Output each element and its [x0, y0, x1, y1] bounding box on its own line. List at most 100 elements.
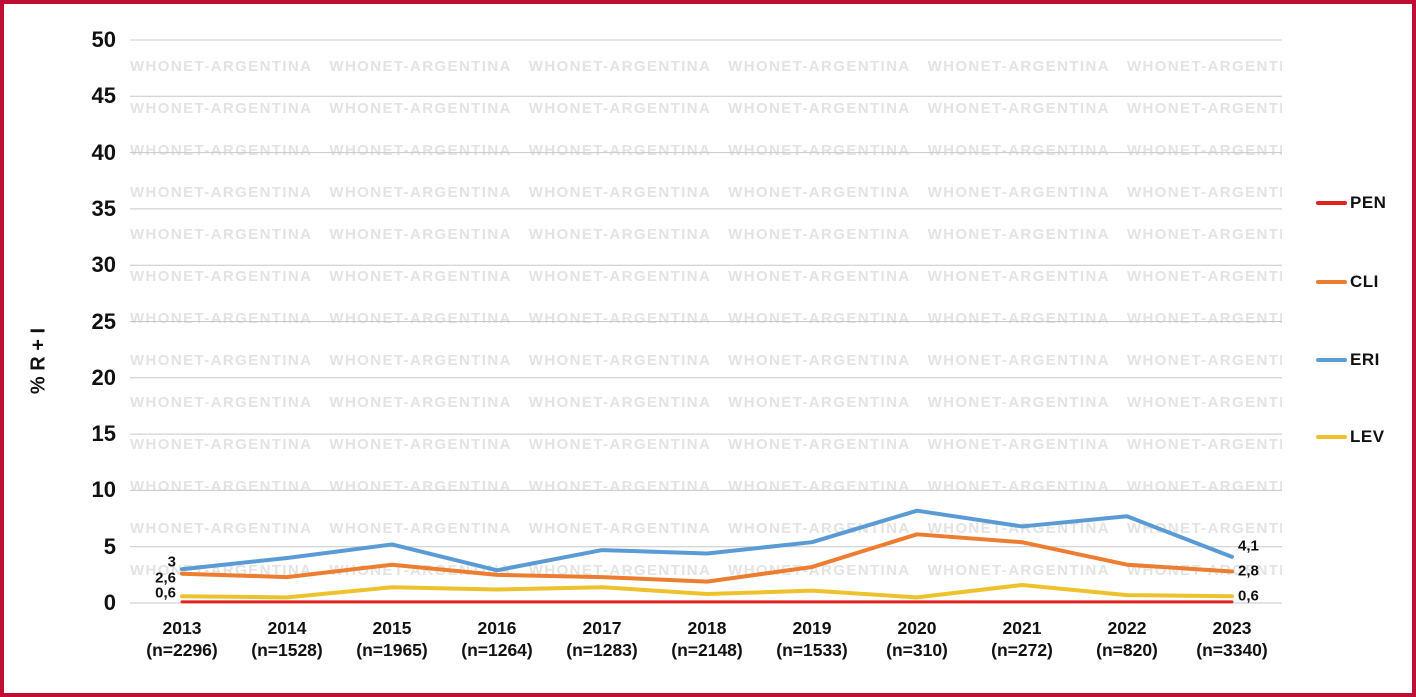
watermark-text: WHONET-ARGENTINA	[528, 394, 712, 411]
x-tick-label-2018: 2018 (n=2148)	[671, 617, 743, 661]
legend-line-swatch-CLI	[1316, 280, 1347, 284]
data-label-start-ERI: 3	[167, 553, 176, 571]
watermark-row: WHONET-ARGENTINA WHONET-ARGENTINA WHONET-A…	[130, 310, 1282, 327]
watermark-text: WHONET-ARGENTINA	[329, 520, 512, 537]
watermark-text: WHONET-ARGENTINA	[528, 58, 712, 75]
data-label-start-CLI: 2,6	[155, 569, 176, 587]
watermark-text: WHONET-ARGENTINA	[130, 142, 313, 159]
x-tick-label-2022: 2022 (n=820)	[1096, 617, 1158, 661]
legend-item-LEV: LEV	[1316, 427, 1385, 447]
year-label: 2017	[582, 618, 622, 638]
year-label: 2022	[1107, 618, 1147, 638]
year-label: 2016	[477, 618, 517, 638]
sample-size-label: (n=1528)	[251, 640, 323, 660]
watermark-row: WHONET-ARGENTINA WHONET-ARGENTINA WHONET-A…	[130, 352, 1282, 369]
year-label: 2021	[1002, 618, 1042, 638]
legend-line-swatch-ERI	[1316, 358, 1347, 362]
x-tick-label-2014: 2014 (n=1528)	[251, 617, 323, 661]
watermark-text: WHONET-ARGENTINA	[728, 58, 911, 75]
watermark-text: WHONET-ARGENTINA	[329, 436, 512, 453]
legend-line-swatch-LEV	[1316, 435, 1347, 439]
watermark-text: WHONET-ARGENTINA	[1126, 352, 1282, 369]
watermark-text: WHONET-ARGENTINA	[728, 352, 911, 369]
watermark-text: WHONET-ARGENTINA	[728, 184, 911, 201]
watermark-text: WHONET-ARGENTINA	[728, 562, 911, 579]
watermark-text: WHONET-ARGENTINA	[130, 58, 313, 75]
legend-item-ERI: ERI	[1316, 350, 1380, 370]
watermark-text: WHONET-ARGENTINA	[728, 100, 911, 117]
watermark-text: WHONET-ARGENTINA	[329, 142, 512, 159]
y-tick-label-15: 15	[91, 421, 116, 447]
y-tick-label-10: 10	[91, 477, 116, 503]
watermark-text: WHONET-ARGENTINA	[1126, 436, 1282, 453]
watermark-text: WHONET-ARGENTINA	[927, 142, 1110, 159]
legend-label-CLI: CLI	[1350, 272, 1379, 291]
watermark-text: WHONET-ARGENTINA	[130, 436, 313, 453]
legend-label-ERI: ERI	[1350, 350, 1380, 369]
watermark-text: WHONET-ARGENTINA	[728, 520, 911, 537]
sample-size-label: (n=2296)	[146, 640, 218, 660]
year-label: 2018	[687, 618, 727, 638]
watermark-text: WHONET-ARGENTINA	[728, 394, 911, 411]
y-tick-label-25: 25	[91, 308, 116, 334]
watermark-text: WHONET-ARGENTINA	[927, 58, 1110, 75]
series-line-ERI	[180, 508, 1234, 573]
year-label: 2019	[792, 618, 832, 638]
watermark-text: WHONET-ARGENTINA	[528, 184, 712, 201]
watermark-text: WHONET-ARGENTINA	[728, 142, 911, 159]
x-tick-label-2015: 2015 (n=1965)	[356, 617, 428, 661]
watermark-text: WHONET-ARGENTINA	[728, 268, 911, 285]
watermark-row: WHONET-ARGENTINA WHONET-ARGENTINA WHONET-A…	[130, 100, 1282, 117]
legend-item-PEN: PEN	[1316, 193, 1386, 213]
y-tick-label-30: 30	[91, 252, 116, 278]
legend-line-swatch-PEN	[1316, 201, 1347, 205]
x-tick-label-2019: 2019 (n=1533)	[776, 617, 848, 661]
watermark-text: WHONET-ARGENTINA	[1126, 394, 1282, 411]
sample-size-label: (n=2148)	[671, 640, 743, 660]
year-label: 2020	[897, 618, 937, 638]
watermark-text: WHONET-ARGENTINA	[329, 352, 512, 369]
watermark-text: WHONET-ARGENTINA	[329, 226, 512, 243]
watermark-text: WHONET-ARGENTINA	[130, 310, 313, 327]
sample-size-label: (n=272)	[991, 640, 1053, 660]
watermark-text: WHONET-ARGENTINA	[1126, 100, 1282, 117]
watermark-text: WHONET-ARGENTINA	[927, 394, 1110, 411]
data-label-end-LEV: 0,6	[1238, 587, 1259, 605]
watermark-row: WHONET-ARGENTINA WHONET-ARGENTINA WHONET-A…	[130, 268, 1282, 285]
x-tick-label-2023: 2023 (n=3340)	[1196, 617, 1268, 661]
watermark-text: WHONET-ARGENTINA	[728, 436, 911, 453]
watermark-row: WHONET-ARGENTINA WHONET-ARGENTINA WHONET-A…	[130, 394, 1282, 411]
y-tick-label-20: 20	[91, 364, 116, 390]
watermark-text: WHONET-ARGENTINA	[528, 268, 712, 285]
legend-label-PEN: PEN	[1350, 193, 1387, 212]
y-tick-label-50: 50	[91, 27, 116, 52]
watermark-text: WHONET-ARGENTINA	[927, 184, 1110, 201]
watermark-text: WHONET-ARGENTINA	[927, 268, 1110, 285]
y-tick-label-35: 35	[91, 195, 116, 221]
watermark-text: WHONET-ARGENTINA	[329, 58, 512, 75]
watermark-text: WHONET-ARGENTINA	[728, 226, 911, 243]
watermark-text: WHONET-ARGENTINA	[927, 310, 1110, 327]
watermark-text: WHONET-ARGENTINA	[329, 268, 512, 285]
y-tick-label-5: 5	[103, 533, 116, 559]
sample-size-label: (n=3340)	[1196, 640, 1268, 660]
data-label-end-ERI: 4,1	[1238, 537, 1259, 555]
watermark-text: WHONET-ARGENTINA	[130, 100, 313, 117]
sample-size-label: (n=820)	[1096, 640, 1158, 660]
watermark-text: WHONET-ARGENTINA	[927, 352, 1110, 369]
data-label-start-LEV: 0,6	[155, 584, 176, 602]
watermark-text: WHONET-ARGENTINA	[927, 100, 1110, 117]
watermark-row: WHONET-ARGENTINA WHONET-ARGENTINA WHONET-A…	[130, 226, 1282, 243]
legend-item-CLI: CLI	[1316, 272, 1379, 292]
series-line-CLI	[180, 532, 1234, 584]
watermark-row: WHONET-ARGENTINA WHONET-ARGENTINA WHONET-A…	[130, 142, 1282, 159]
watermark-row: WHONET-ARGENTINA WHONET-ARGENTINA WHONET-A…	[130, 562, 1282, 579]
x-tick-label-2013: 2013 (n=2296)	[146, 617, 218, 661]
watermark-row: WHONET-ARGENTINA WHONET-ARGENTINA WHONET-A…	[130, 436, 1282, 453]
watermark-text: WHONET-ARGENTINA	[528, 520, 712, 537]
y-tick-label-45: 45	[91, 83, 116, 109]
watermark-text: WHONET-ARGENTINA	[1126, 310, 1282, 327]
watermark-text: WHONET-ARGENTINA	[329, 394, 512, 411]
year-label: 2014	[267, 618, 307, 638]
